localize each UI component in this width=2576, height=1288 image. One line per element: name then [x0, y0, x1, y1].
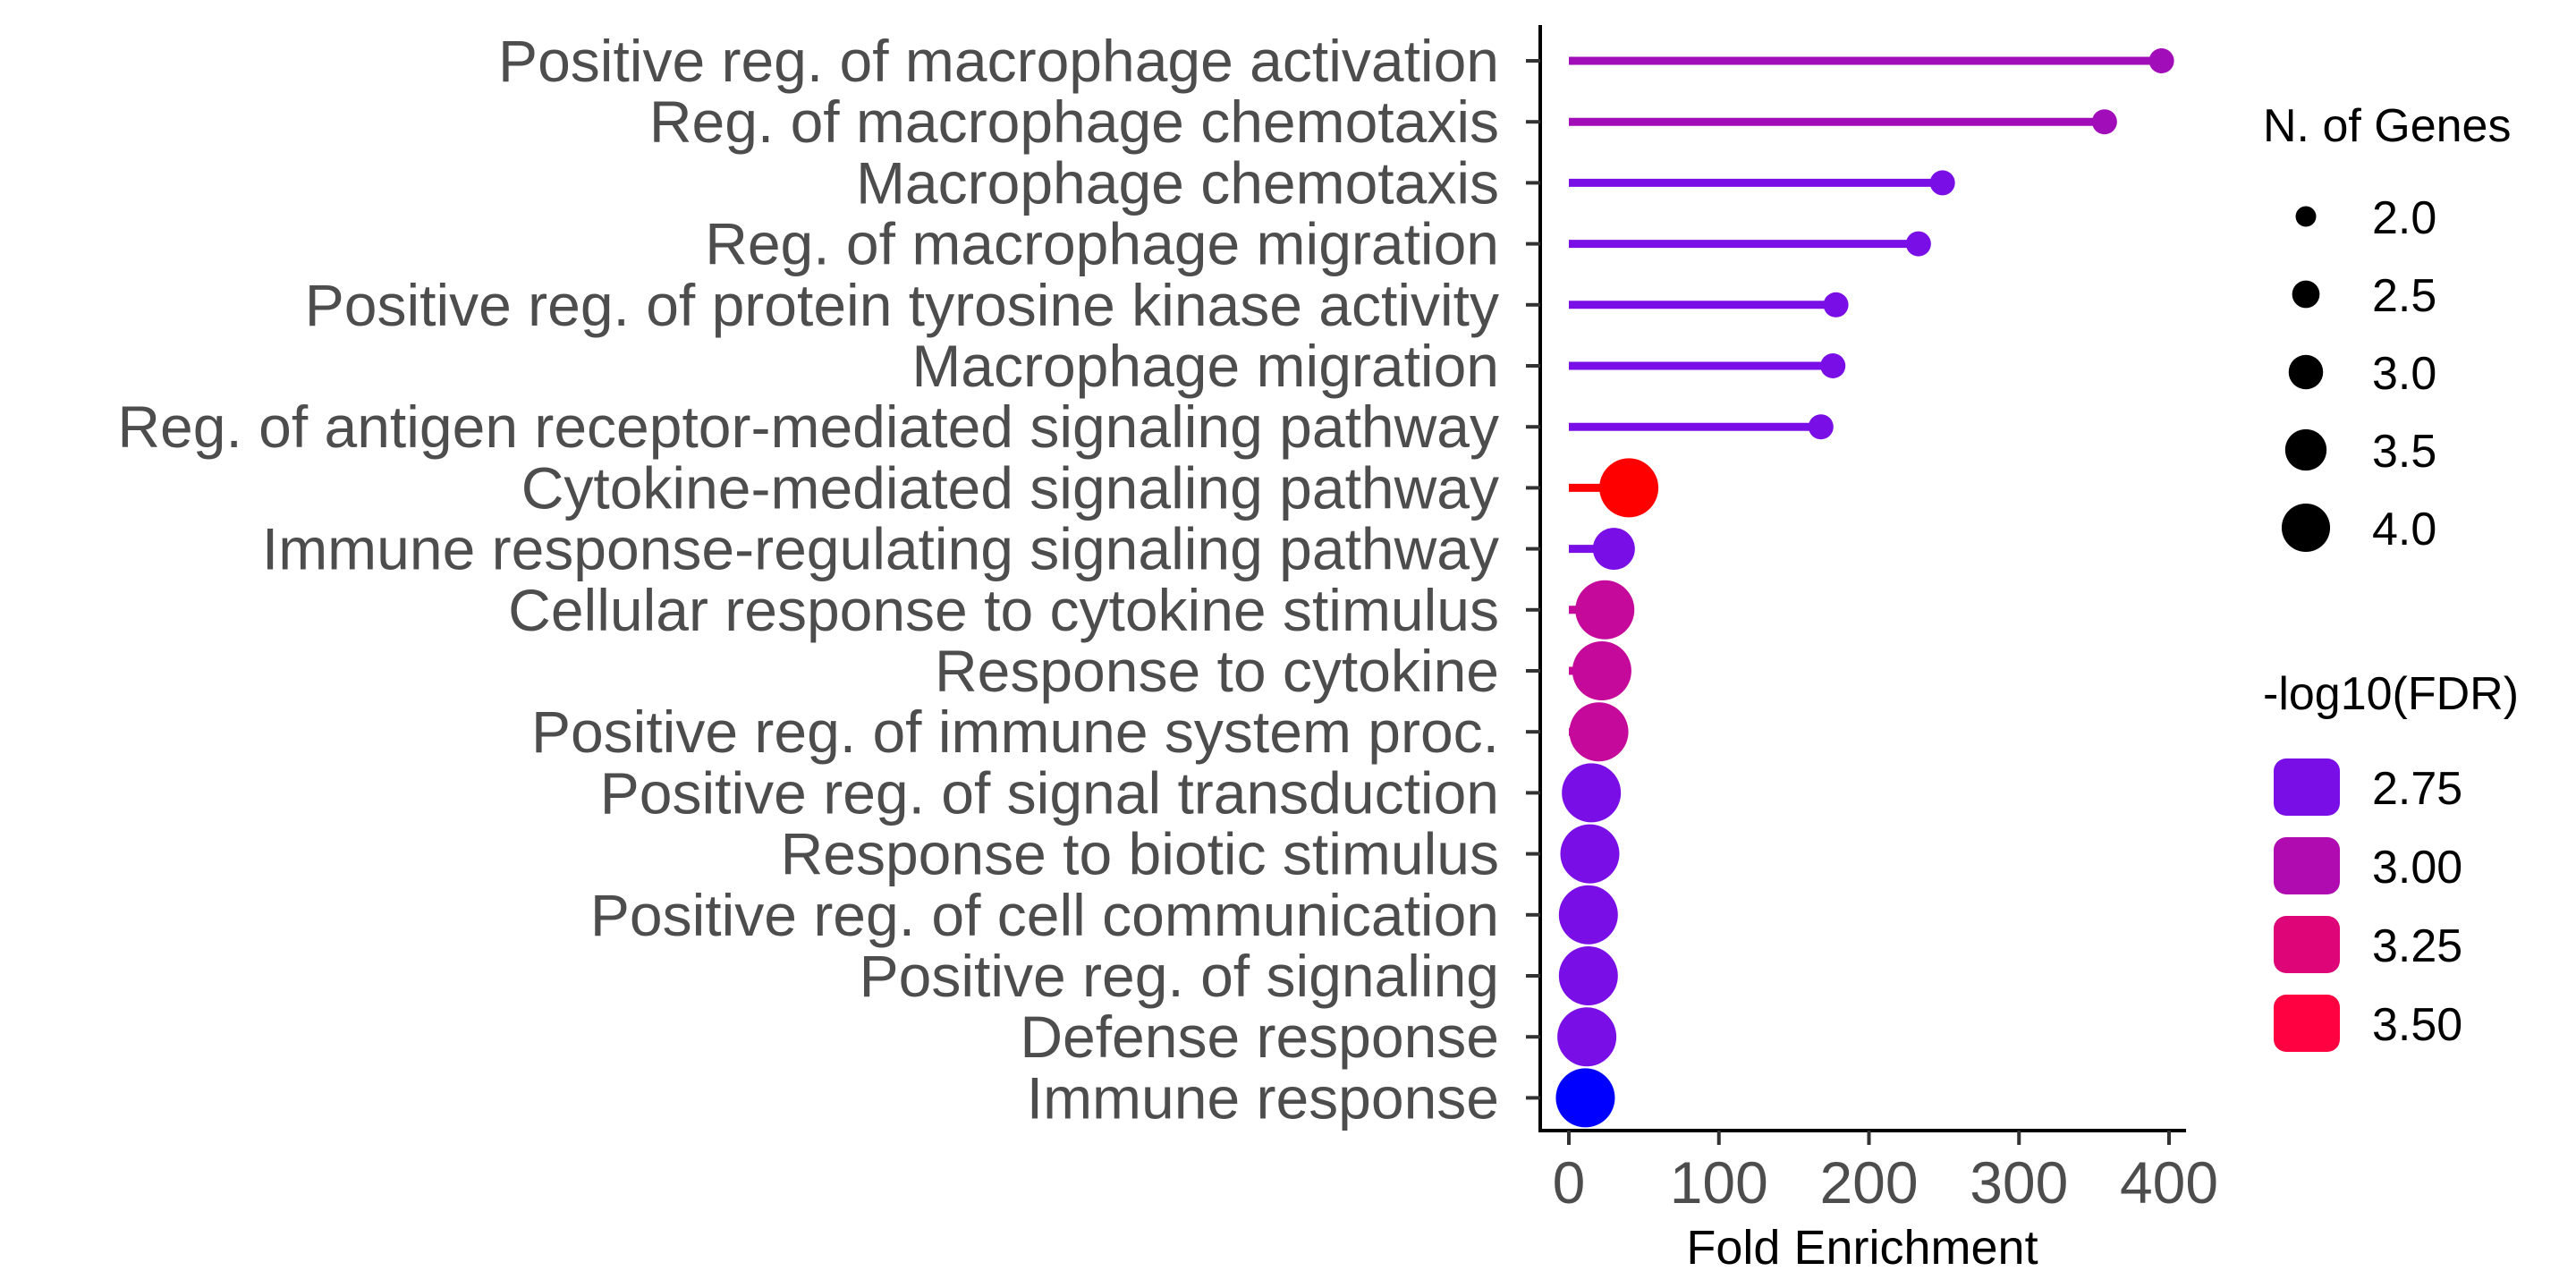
lollipop-point	[1592, 528, 1635, 571]
legend-size-key	[2295, 206, 2317, 227]
category-label: Reg. of macrophage migration	[705, 211, 1499, 277]
lollipop-point	[1555, 1068, 1615, 1128]
category-label: Cellular response to cytokine stimulus	[508, 577, 1499, 643]
category-label: Positive reg. of signal transduction	[600, 759, 1499, 826]
category-label: Response to cytokine	[935, 638, 1499, 704]
legend-color-key	[2274, 916, 2340, 973]
legend-n-genes: N. of Genes 2.0 2.5 3.0 3.5 4.0	[2263, 100, 2511, 555]
legend-color-label: 3.00	[2372, 842, 2462, 894]
x-tick-label: 200	[1819, 1149, 1918, 1216]
category-label: Immune response	[1027, 1064, 1499, 1131]
legend-n-genes-title: N. of Genes	[2263, 100, 2511, 152]
legend-color-key	[2274, 995, 2340, 1052]
legend-size-label: 3.5	[2372, 426, 2436, 478]
legend-size-key	[2281, 503, 2331, 553]
category-label: Reg. of macrophage chemotaxis	[649, 89, 1499, 155]
lollipop-point	[1823, 292, 1849, 318]
lollipop-point	[1572, 641, 1631, 700]
lollipop-point	[1905, 231, 1931, 257]
legend-size-key	[2288, 354, 2324, 390]
legend-color-label: 3.25	[2372, 920, 2462, 972]
category-label: Immune response-regulating signaling pat…	[262, 516, 1499, 582]
category-label: Reg. of antigen receptor-mediated signal…	[117, 394, 1499, 460]
category-label: Response to biotic stimulus	[781, 821, 1499, 887]
legend-size-key	[2284, 428, 2327, 471]
lollipop-point	[1558, 946, 1618, 1005]
category-label: Positive reg. of protein tyrosine kinase…	[305, 272, 1499, 338]
category-label: Positive reg. of macrophage activation	[498, 28, 1499, 94]
lollipop-points	[1555, 48, 2174, 1128]
lollipop-point	[1820, 353, 1846, 378]
x-axis-ticks: 0 100 200 300 400	[1553, 1131, 2218, 1216]
legend-color-key	[2274, 758, 2340, 816]
legend-size-label: 4.0	[2372, 504, 2436, 555]
lollipop-point	[2148, 48, 2174, 73]
x-axis-title: Fold Enrichment	[1686, 1221, 2038, 1275]
lollipop-point	[1557, 1007, 1617, 1067]
x-tick-label: 0	[1553, 1149, 1586, 1216]
lollipop-point	[1599, 458, 1659, 518]
category-label: Defense response	[1020, 1004, 1499, 1070]
lollipop-point	[1562, 763, 1622, 823]
x-tick-label: 300	[1970, 1149, 2068, 1216]
lollipop-point	[1929, 170, 1955, 196]
category-label: Cytokine-mediated signaling pathway	[521, 454, 1499, 521]
legend-size-label: 2.5	[2372, 270, 2436, 322]
x-tick-label: 400	[2120, 1149, 2218, 1216]
category-label: Macrophage chemotaxis	[856, 149, 1499, 216]
legend-size-key	[2292, 280, 2320, 309]
legend-size-label: 3.0	[2372, 348, 2436, 400]
lollipop-point	[1558, 885, 1618, 945]
category-label: Positive reg. of immune system proc.	[531, 699, 1499, 765]
lollipop-point	[1569, 702, 1629, 762]
lollipop-point	[1575, 580, 1635, 640]
category-label: Macrophage migration	[911, 333, 1499, 399]
legend-fdr-title: -log10(FDR)	[2263, 668, 2519, 720]
lollipop-point	[2091, 109, 2117, 135]
legend-color-label: 2.75	[2372, 763, 2462, 815]
lollipop-point	[1808, 414, 1834, 440]
legend-fdr: -log10(FDR) 2.75 3.00 3.25 3.50	[2263, 668, 2519, 1052]
lollipop-point	[1560, 824, 1620, 884]
lollipop-stems	[1569, 56, 2162, 1102]
legend-color-key	[2274, 837, 2340, 894]
legend-color-label: 3.50	[2372, 999, 2462, 1051]
y-axis-ticks	[1526, 59, 1540, 1100]
category-label: Positive reg. of cell communication	[590, 882, 1499, 948]
category-labels: Positive reg. of macrophage activationRe…	[117, 28, 1499, 1131]
legend-size-label: 2.0	[2372, 192, 2436, 244]
x-tick-label: 100	[1670, 1149, 1768, 1216]
category-label: Positive reg. of signaling	[860, 943, 1499, 1009]
